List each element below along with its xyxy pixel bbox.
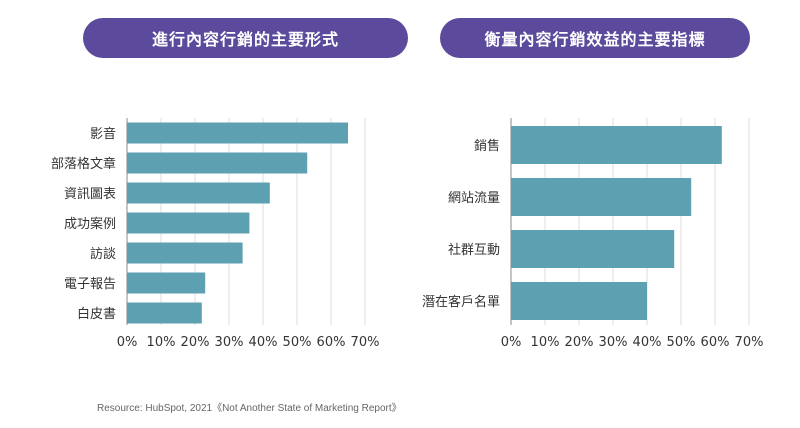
x-tick-label: 0% bbox=[501, 335, 522, 350]
category-label: 社群互動 bbox=[448, 242, 500, 258]
category-label: 部落格文章 bbox=[51, 156, 116, 172]
bar bbox=[127, 212, 250, 234]
chart-title-left: 進行內容行銷的主要形式 bbox=[83, 18, 408, 58]
category-label: 白皮書 bbox=[77, 306, 116, 322]
bar bbox=[511, 230, 675, 268]
category-label: 訪談 bbox=[90, 246, 116, 262]
x-tick-label: 60% bbox=[701, 335, 730, 350]
x-tick-label: 70% bbox=[351, 335, 380, 350]
category-label: 資訊圖表 bbox=[64, 187, 116, 202]
category-label: 網站流量 bbox=[448, 191, 500, 206]
x-tick-label: 30% bbox=[215, 335, 244, 350]
category-label: 潛在客戶名單 bbox=[422, 294, 500, 310]
x-tick-label: 50% bbox=[283, 335, 312, 350]
x-tick-label: 50% bbox=[667, 335, 696, 350]
bar bbox=[127, 302, 202, 324]
source-note: Resource: HubSpot, 2021《Not Another Stat… bbox=[97, 403, 402, 414]
x-tick-label: 60% bbox=[317, 335, 346, 350]
bar bbox=[511, 282, 647, 320]
x-tick-label: 10% bbox=[531, 335, 560, 350]
x-tick-label: 20% bbox=[181, 335, 210, 350]
x-tick-label: 10% bbox=[147, 335, 176, 350]
x-tick-label: 40% bbox=[633, 335, 662, 350]
bar bbox=[511, 126, 722, 164]
bar bbox=[127, 242, 243, 264]
x-tick-label: 70% bbox=[735, 335, 764, 350]
bar bbox=[127, 122, 348, 144]
bar bbox=[127, 182, 270, 204]
bar bbox=[127, 152, 308, 174]
chart-title-right: 衡量內容行銷效益的主要指標 bbox=[440, 18, 750, 58]
bar bbox=[127, 272, 206, 294]
x-tick-label: 30% bbox=[599, 335, 628, 350]
category-label: 電子報告 bbox=[64, 277, 116, 292]
category-label: 銷售 bbox=[474, 138, 500, 154]
category-label: 成功案例 bbox=[64, 217, 116, 232]
chart-left: 0% 10% 20% 30% 40% 50% 60% 70% 影音部落格文章資訊圖表成功案例訪談… bbox=[51, 118, 379, 350]
x-tick-label: 0% bbox=[117, 335, 138, 350]
category-label: 影音 bbox=[90, 126, 116, 142]
bar bbox=[511, 178, 692, 216]
x-tick-label: 20% bbox=[565, 335, 594, 350]
x-tick-label: 40% bbox=[249, 335, 278, 350]
